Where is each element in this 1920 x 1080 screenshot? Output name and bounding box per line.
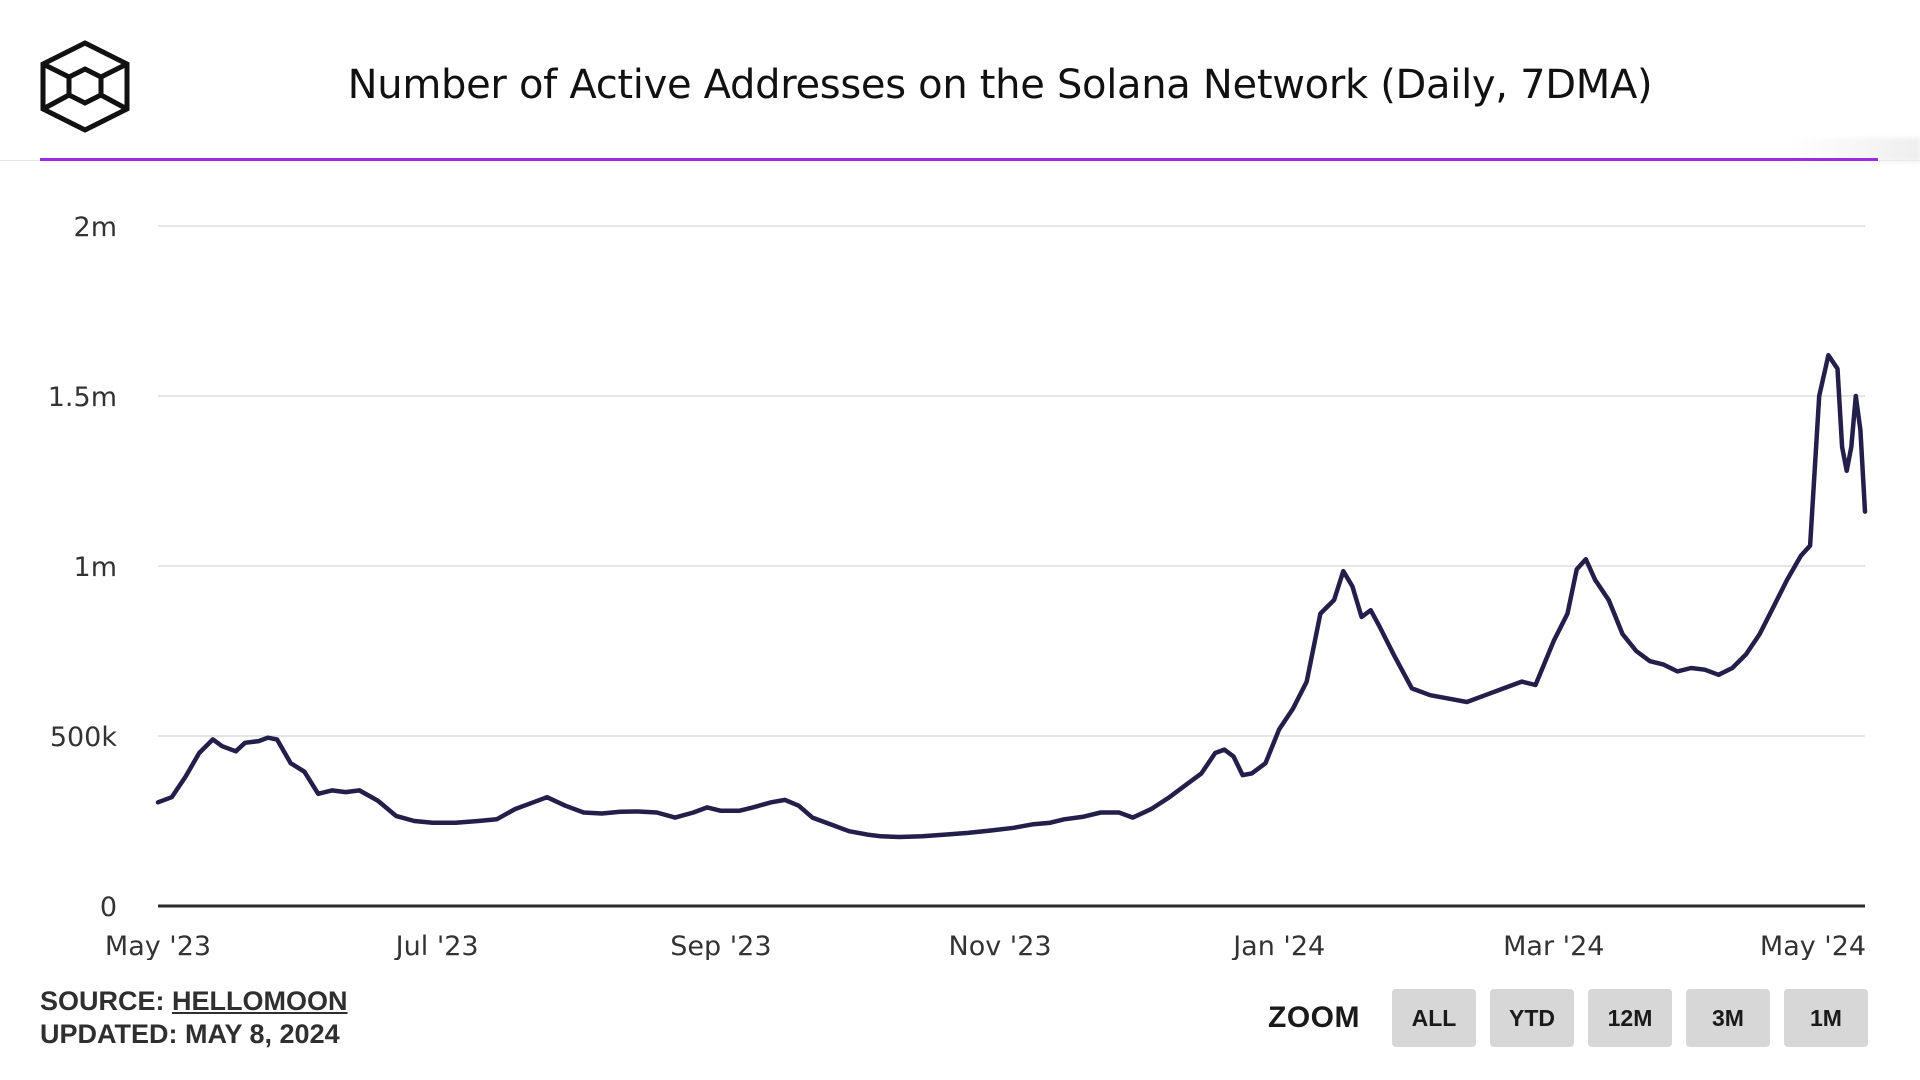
x-tick-label: Mar '24 [1503,931,1604,960]
chart-title: Number of Active Addresses on the Solana… [347,62,1653,108]
zoom-label: ZOOM [1268,1001,1360,1034]
y-tick-label: 500k [50,722,118,753]
x-tick-label: Jul '23 [394,931,479,960]
x-tick-label: May '23 [105,931,211,960]
updated-date: UPDATED: MAY 8, 2024 [40,1019,340,1049]
y-tick-label: 2m [74,212,117,243]
y-tick-label: 1m [74,552,117,583]
source-link[interactable]: HELLOMOON [172,986,348,1016]
accent-rule [40,158,1878,161]
zoom-12m-button[interactable]: 12M [1588,989,1672,1047]
zoom-controls: ZOOM ALL YTD 12M 3M 1M [1268,989,1868,1047]
zoom-all-button[interactable]: ALL [1392,989,1476,1047]
source-label: SOURCE: [40,986,165,1016]
source-block: SOURCE: HELLOMOON UPDATED: MAY 8, 2024 [40,985,348,1051]
line-chart: 0 500k 1m 1.5m 2m May '23 Jul '23 Sep '23 Nov '2… [48,212,1868,960]
x-tick-label: Sep '23 [670,931,771,960]
x-tick-label: Jan '24 [1231,931,1325,960]
zoom-3m-button[interactable]: 3M [1686,989,1770,1047]
x-tick-label: May '24 [1760,931,1866,960]
x-tick-label: Nov '23 [949,931,1052,960]
y-tick-label: 1.5m [48,382,117,413]
y-tick-label: 0 [100,892,117,923]
zoom-1m-button[interactable]: 1M [1784,989,1868,1047]
cube-logo-icon [40,40,130,133]
zoom-ytd-button[interactable]: YTD [1490,989,1574,1047]
series-line [155,352,1868,840]
